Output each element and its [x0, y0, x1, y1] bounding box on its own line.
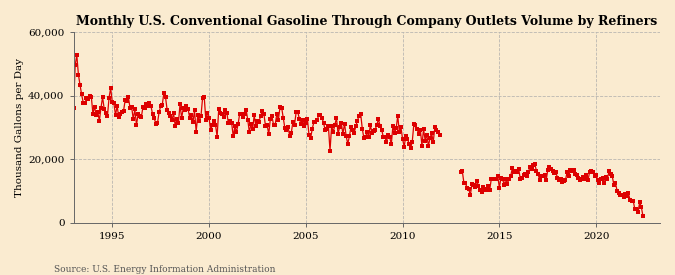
Text: Source: U.S. Energy Information Administration: Source: U.S. Energy Information Administ… [54, 265, 275, 274]
Title: Monthly U.S. Conventional Gasoline Through Company Outlets Volume by Refiners: Monthly U.S. Conventional Gasoline Throu… [76, 15, 657, 28]
Y-axis label: Thousand Gallons per Day: Thousand Gallons per Day [15, 58, 24, 197]
